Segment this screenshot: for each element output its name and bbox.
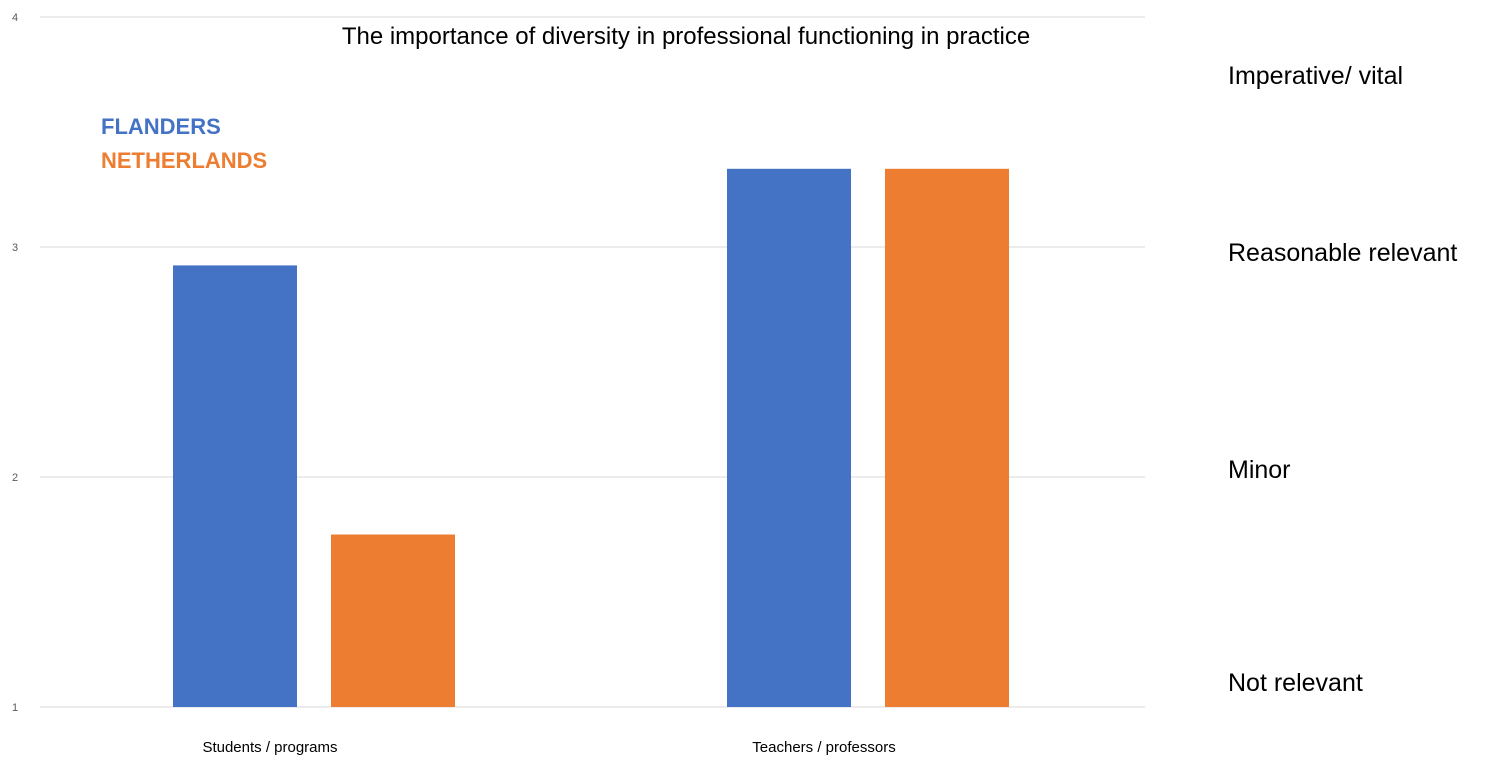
scale-label: Minor — [1228, 456, 1291, 484]
x-category-label: Students / programs — [202, 739, 337, 756]
x-axis-category-labels: Students / programs Teachers / professors — [202, 739, 895, 756]
scale-label: Reasonable relevant — [1228, 239, 1457, 267]
scale-label: Imperative/ vital — [1228, 62, 1403, 90]
y-tick-label: 2 — [12, 472, 18, 484]
bar-netherlands-2 — [885, 168, 1009, 708]
scale-labels: Imperative/ vital Reasonable relevant Mino… — [1228, 62, 1457, 697]
bar-flanders-2 — [727, 168, 851, 708]
scale-label: Not relevant — [1228, 669, 1363, 697]
y-axis-tick-labels: 1 2 3 4 — [12, 12, 18, 714]
x-category-label: Teachers / professors — [752, 739, 895, 756]
chart-title: The importance of diversity in professio… — [342, 23, 1030, 50]
bar-flanders-1 — [173, 265, 297, 707]
y-tick-label: 1 — [12, 702, 18, 714]
bar-netherlands-1 — [331, 534, 455, 707]
legend: FLANDERS NETHERLANDS — [101, 114, 267, 173]
legend-item-netherlands: NETHERLANDS — [101, 148, 267, 173]
y-tick-label: 4 — [12, 12, 18, 24]
bars — [173, 168, 1009, 708]
y-tick-label: 3 — [12, 242, 18, 254]
legend-item-flanders: FLANDERS — [101, 114, 221, 139]
